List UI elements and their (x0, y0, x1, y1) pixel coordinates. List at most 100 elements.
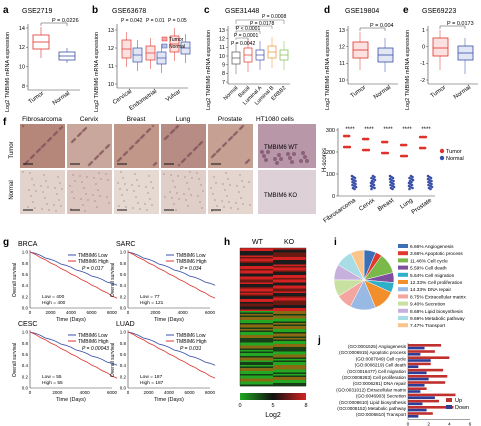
ytick-label: 0.8 (22, 261, 29, 266)
ytick-label: 200 (326, 150, 335, 156)
panel-d-ylabel: Log2 TMBIM6 mRNA expression (325, 30, 331, 110)
panel-f-tissue-label: Lung (176, 116, 191, 123)
panel-h-scale-max: 8 (304, 403, 307, 409)
ytick-label: 12 (219, 36, 225, 42)
data-point-tumor (383, 140, 386, 144)
km-plot-cesc: CESC Overall survival 1.0 0.8 0.6 0.4 0.2 0.00 2… (12, 321, 118, 403)
panel-a-ylabel: Log2 TMBIM6 mRNA expression (5, 32, 11, 112)
bar-down (408, 371, 427, 375)
legend-swatch (398, 323, 408, 328)
bar-up (408, 399, 439, 403)
data-point-normal (429, 187, 432, 191)
km-xlabel: Time (Days) (154, 317, 184, 323)
xtick-label: 0 (29, 310, 32, 315)
legend-swatch (398, 316, 408, 320)
ytick-label: 14 (19, 26, 25, 32)
ytick-label: 10 (219, 54, 225, 60)
data-point-normal (351, 183, 354, 187)
panel-h-scale-min: 0 (238, 403, 241, 409)
km-n-high: High = 55 (42, 380, 63, 386)
bar-up (408, 406, 454, 409)
legend-swatch (398, 251, 408, 256)
panel-letter-f: f (3, 117, 7, 128)
km-plot-title: SARC (116, 241, 135, 248)
ytick-label: 0.0 (22, 306, 29, 311)
data-point-tumor (348, 145, 352, 149)
ytick-label: 1.0 (22, 250, 29, 255)
km-curve-high (127, 331, 216, 379)
go-term-label: (GO:0016477) Cell migration (347, 369, 406, 374)
panel-h-scale-mid: 5 (271, 403, 274, 409)
bar-down (408, 359, 431, 362)
km-plot-title: CESC (18, 321, 37, 328)
heatmap-colorscale (240, 393, 306, 400)
km-legend-low: TMBIM6 Low (176, 253, 206, 259)
km-curve-low (29, 331, 118, 366)
xtick-label: 2000 (45, 310, 56, 315)
panel-b-legend-normal: Normal (169, 44, 185, 50)
bar-down (408, 346, 425, 350)
xtick-label: 4000 (66, 310, 77, 315)
data-point-tumor (404, 143, 408, 147)
xtick-label: 0 (127, 390, 130, 395)
km-plot-luad: LUAD Overall survival 1.0 0.8 0.6 0.4 0.2 0.00 2… (110, 321, 216, 403)
ytick-label: 0.6 (22, 352, 29, 357)
panel-f-cells-title: HT1080 cells (256, 116, 295, 123)
ytick-label: 8 (22, 84, 25, 90)
panel-f-tissue-label: Cervix (80, 116, 99, 123)
ytick-label: 0.6 (22, 272, 29, 277)
pie-legend-label: 5.64% Cell migration (410, 273, 455, 279)
data-point-tumor (405, 154, 409, 158)
legend-swatch (398, 294, 408, 299)
km-xlabel: Time (Days) (56, 397, 86, 403)
panel-f-xlabel: Prostate (410, 197, 433, 216)
bar-down (408, 353, 421, 356)
pie-legend-label: 5.59% Cell death (410, 266, 447, 272)
km-legend-low: TMBIM6 Low (176, 333, 206, 339)
data-point-tumor (364, 137, 367, 141)
data-point-normal (389, 183, 392, 187)
ytick-label: 12 (108, 46, 114, 52)
bar-up (408, 344, 442, 347)
panel-b-p2: P = 0.01 (146, 18, 165, 24)
panel-c: c GSE31448 Log2 TMBIM6 mRNA expression 1… (204, 5, 290, 110)
km-plot-brca: BRCA Overall survival 1.0 0.8 0.6 0.4 0.2 0.00 2… (12, 241, 118, 323)
bar-down (408, 396, 435, 399)
panel-f-ylabel: H-scores (322, 148, 328, 172)
data-point-normal (428, 178, 431, 182)
panel-h-col-ko: KO (284, 239, 295, 246)
ytick-label: 7 (222, 80, 225, 86)
km-pvalue: P = 0.017 (82, 266, 104, 272)
go-term-label: (GO:0008152) Metabolic pathway (337, 406, 406, 411)
km-legend-low: TMBIM6 Low (78, 333, 108, 339)
panel-e-ylabel: Log2 TMBIM6 mRNA expression (405, 30, 411, 110)
xtick-label: 4000 (80, 390, 91, 395)
km-legend-high: TMBIM6 High (78, 339, 109, 345)
ytick-label: 0.4 (22, 363, 29, 368)
ytick-label: 11 (108, 64, 114, 70)
ytick-label: 0.4 (120, 363, 127, 368)
panel-a: a GSE2719 Log2 TMBIM6 mRNA expression 14… (3, 5, 80, 112)
ytick-label: 0 (422, 44, 425, 50)
panel-f-legend-tumor: Tumor (446, 149, 462, 155)
panel-f-tissue-label: Fibrosarcoma (22, 116, 62, 123)
panel-letter-d: d (324, 5, 330, 16)
panel-b-legend-tumor: Tumor (169, 37, 184, 43)
pie-legend-label: 9.69% Metabolic pathway (410, 316, 465, 322)
data-point-normal (354, 185, 358, 189)
panel-c-ylabel: Log2 TMBIM6 mRNA expression (206, 30, 212, 110)
data-point-tumor (403, 154, 407, 158)
km-pvalue: P = 0.00043 (82, 346, 109, 352)
km-ylabel: Overall survival (12, 343, 18, 377)
data-point-normal (410, 180, 413, 184)
data-point-normal (408, 187, 411, 191)
ytick-label: 10 (19, 64, 25, 70)
ytick-label: 11 (219, 45, 225, 51)
histology-normal-image (20, 170, 65, 214)
xtick-label: 0 (407, 421, 410, 426)
pie-legend-label: 8.75% Extracellular matrix (410, 294, 466, 300)
pie-legend-label: 9.40% Secretion (410, 302, 446, 308)
ytick-label: 0.8 (120, 341, 127, 346)
ytick-label: 1 (422, 28, 425, 34)
